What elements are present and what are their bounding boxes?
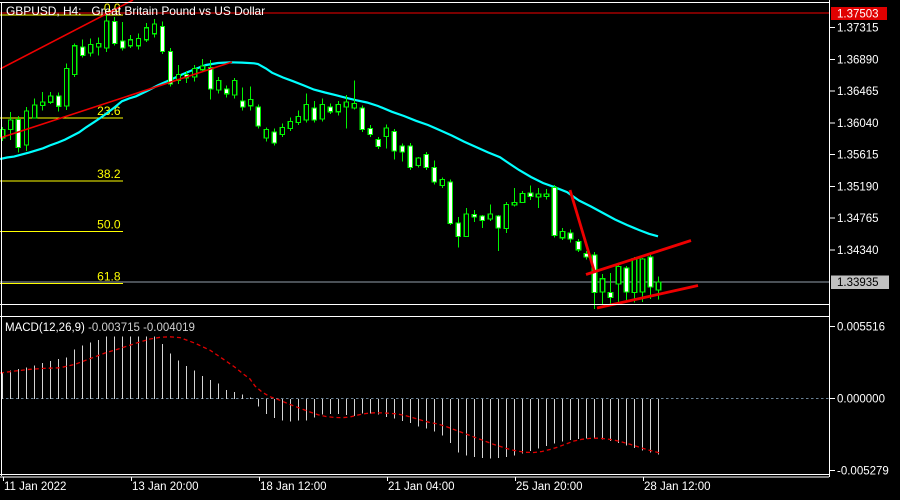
svg-text:GBPUSD, H4: Great Britain Po: GBPUSD, H4: Great Britain Pound vs US Do… xyxy=(6,4,265,18)
svg-text:0.005516: 0.005516 xyxy=(837,322,885,334)
svg-text:25 Jan 20:00: 25 Jan 20:00 xyxy=(516,481,583,493)
svg-text:1.35615: 1.35615 xyxy=(837,150,879,162)
svg-text:38.2: 38.2 xyxy=(97,167,121,181)
svg-text:50.0: 50.0 xyxy=(97,218,121,232)
svg-text:28 Jan 12:00: 28 Jan 12:00 xyxy=(644,481,711,493)
svg-text:13 Jan 20:00: 13 Jan 20:00 xyxy=(132,481,199,493)
svg-text:11 Jan 2022: 11 Jan 2022 xyxy=(4,481,66,493)
svg-text:1.36040: 1.36040 xyxy=(837,118,879,130)
svg-text:1.34340: 1.34340 xyxy=(837,245,879,257)
svg-text:18 Jan 12:00: 18 Jan 12:00 xyxy=(260,481,327,493)
svg-text:1.37315: 1.37315 xyxy=(837,23,879,35)
svg-text:1.35190: 1.35190 xyxy=(837,181,879,193)
svg-text:0.0: 0.0 xyxy=(104,1,121,15)
svg-text:21 Jan 04:00: 21 Jan 04:00 xyxy=(388,481,455,493)
svg-text:1.33935: 1.33935 xyxy=(837,277,879,289)
svg-text:MACD(12,26,9) -0.003715 -0.004: MACD(12,26,9) -0.003715 -0.004019 xyxy=(5,322,195,334)
svg-text:0.000000: 0.000000 xyxy=(837,394,885,406)
svg-text:61.8: 61.8 xyxy=(97,270,121,284)
svg-text:1.37503: 1.37503 xyxy=(837,9,879,21)
svg-text:1.36890: 1.36890 xyxy=(837,54,879,66)
svg-text:1.36465: 1.36465 xyxy=(837,86,879,98)
svg-text:1.34765: 1.34765 xyxy=(837,213,879,225)
svg-text:-0.005279: -0.005279 xyxy=(837,466,889,478)
